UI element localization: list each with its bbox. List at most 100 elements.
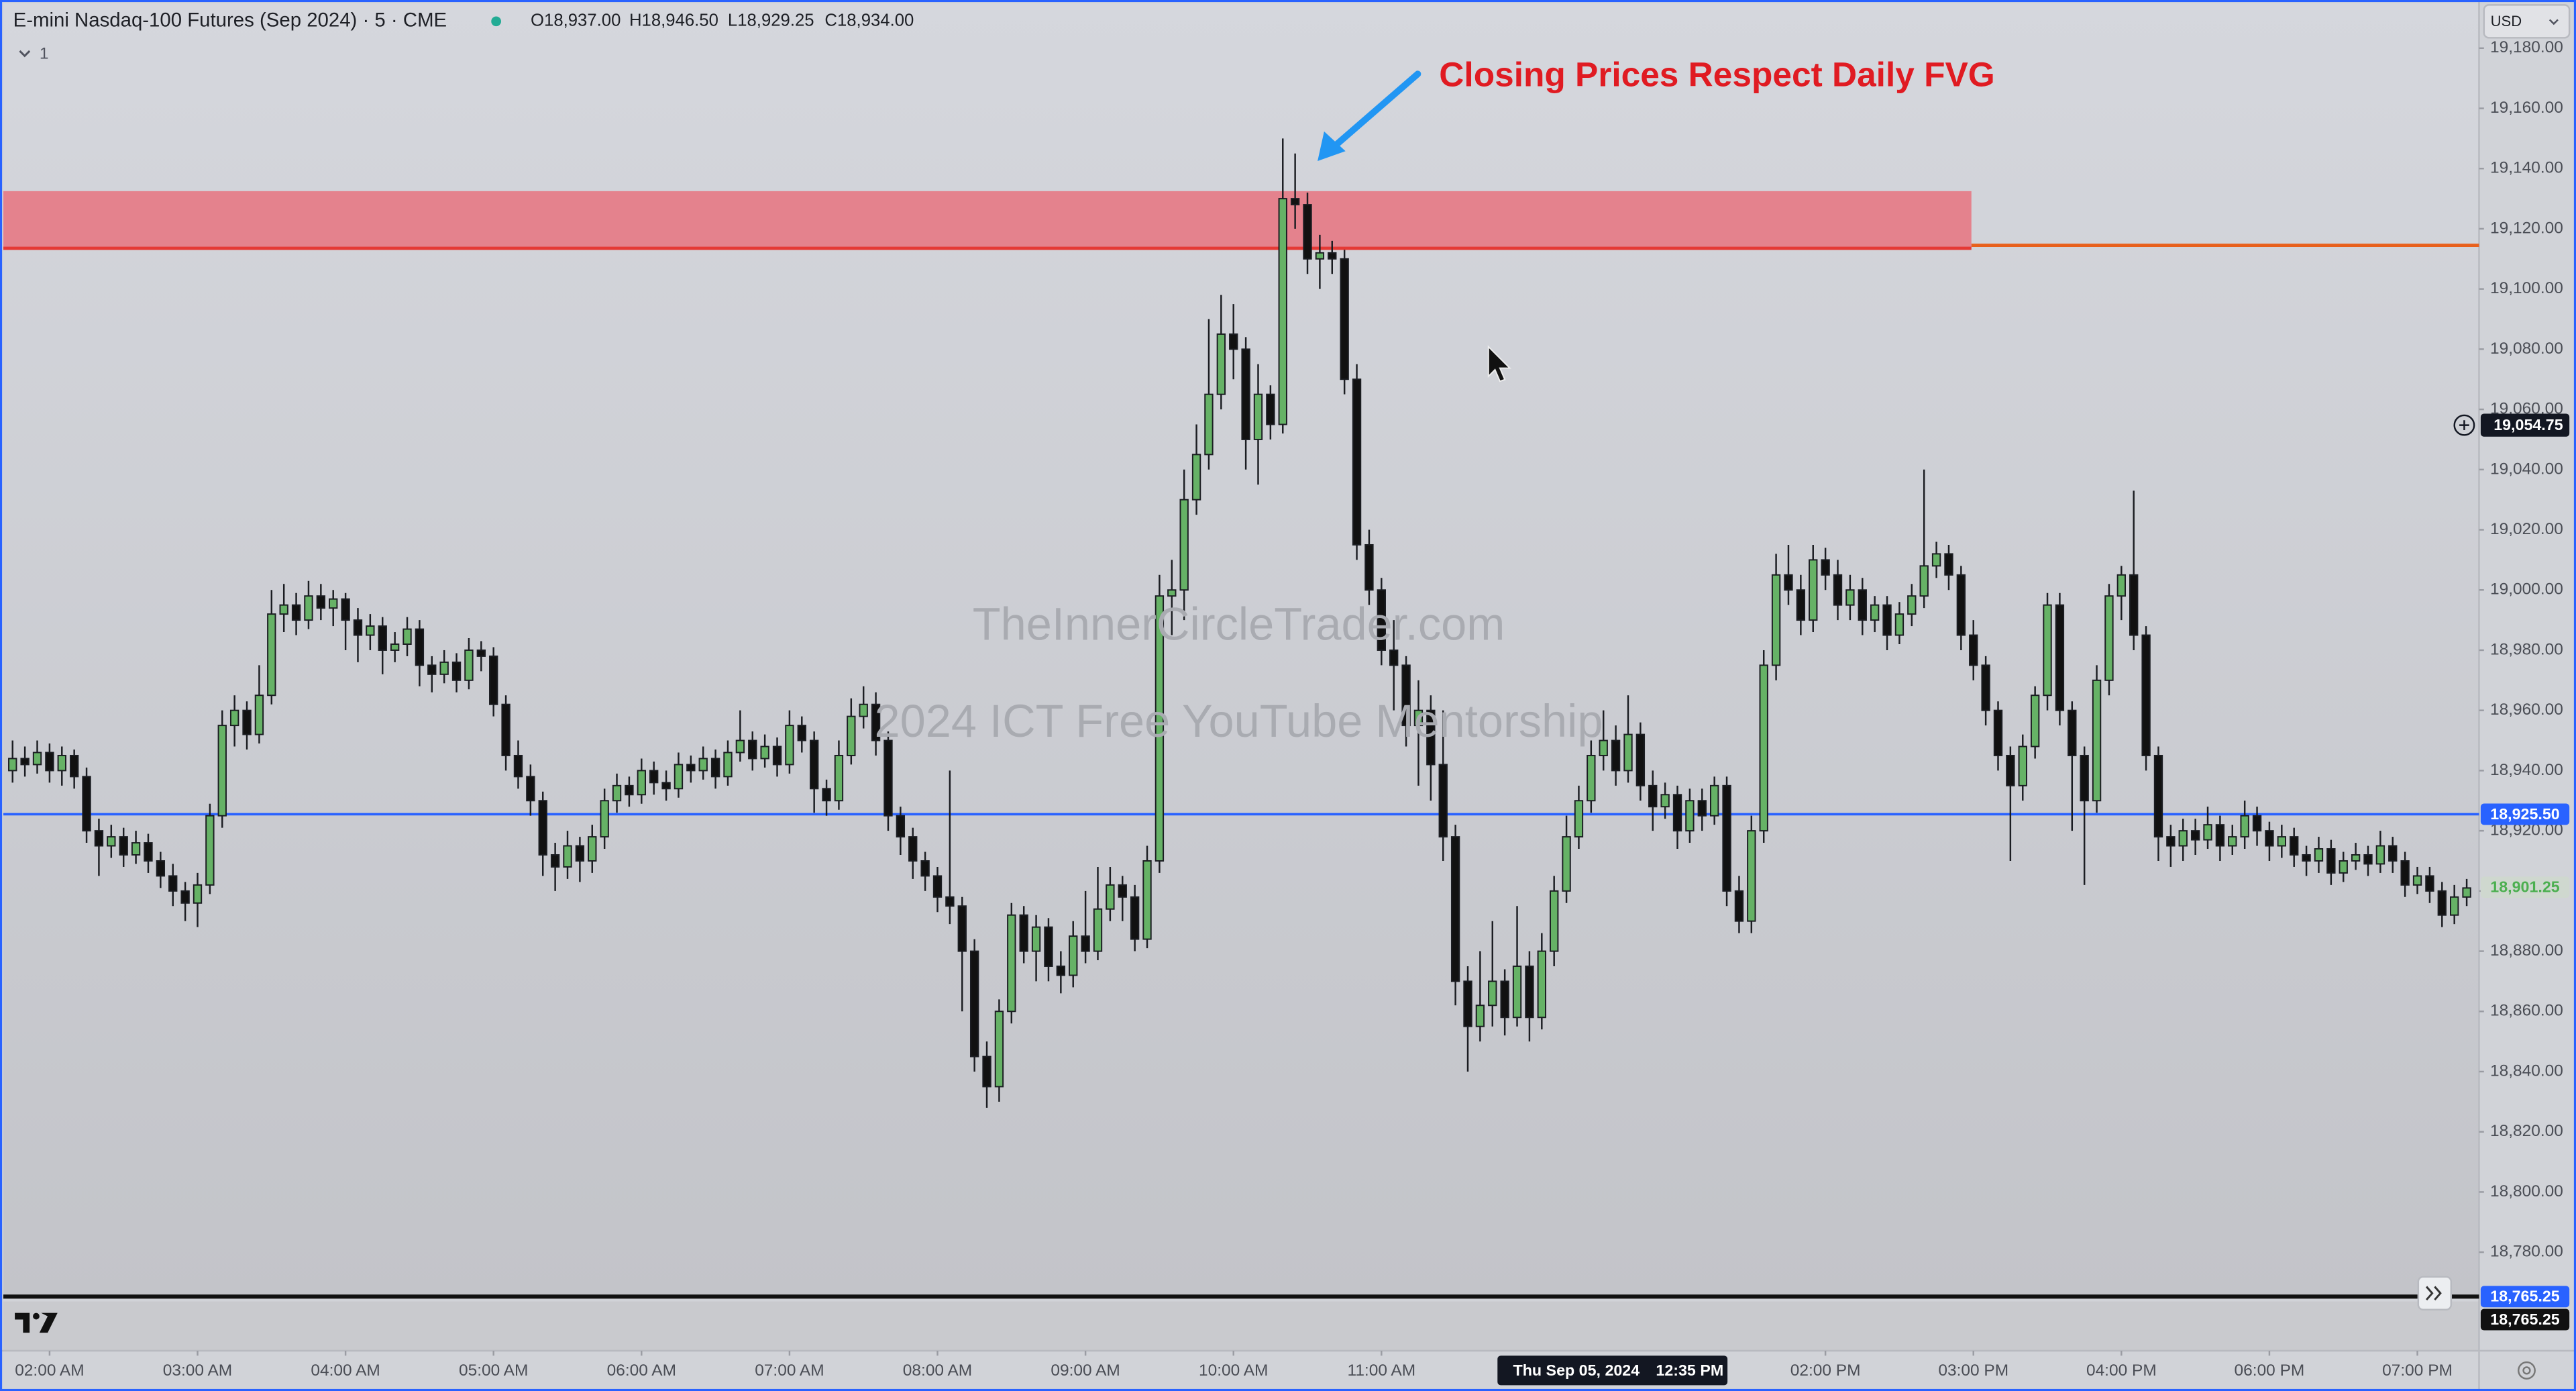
candle-body: [612, 784, 622, 802]
price-label-box: [2480, 1308, 2570, 1331]
candle-body: [291, 604, 301, 621]
ohlc-close: C18,934.00: [824, 11, 914, 30]
scroll-right-icon[interactable]: [2425, 1286, 2442, 1301]
candle-body: [476, 649, 486, 657]
candle-body: [2252, 815, 2262, 832]
candle-body: [1993, 709, 2003, 756]
crosshair-plus-sign: [2459, 420, 2469, 430]
candle-body: [1709, 784, 1719, 817]
candle-body: [1328, 252, 1337, 260]
settings-icon[interactable]: [2518, 1361, 2536, 1380]
candle-body: [2277, 836, 2286, 847]
candle-body: [969, 950, 979, 1058]
candle-body: [341, 598, 350, 621]
y-tick-label: 18,780.00: [2490, 1243, 2563, 1261]
candle-body: [920, 860, 930, 877]
candle-body: [698, 758, 708, 772]
settings-icon-center[interactable]: [2522, 1366, 2531, 1375]
candle-body: [1253, 393, 1263, 440]
candle-body: [1413, 709, 1424, 727]
grid: [48, 47, 2484, 1356]
symbol-title: E-mini Nasdaq-100 Futures (Sep 2024) · 5…: [13, 9, 447, 32]
candle-body: [2437, 890, 2447, 916]
candle-body: [119, 836, 128, 856]
candle-body: [1377, 589, 1386, 651]
candle-body: [1266, 393, 1275, 425]
candle-body: [439, 661, 449, 675]
y-tick-label: 18,960.00: [2490, 701, 2563, 719]
candle-body: [2351, 854, 2361, 862]
candle-body: [1044, 926, 1053, 967]
candle-body: [723, 752, 733, 778]
candle-body: [1216, 333, 1226, 395]
x-tick-label: 03:00 PM: [1938, 1361, 2008, 1380]
candle-body: [1056, 966, 1066, 976]
candle-body: [1894, 613, 1904, 636]
candle-body: [451, 661, 462, 681]
candle-body: [1821, 559, 1830, 576]
candle-body: [1672, 794, 1682, 832]
collapse-icon[interactable]: [19, 50, 31, 58]
candle-body: [538, 800, 547, 856]
candle-body: [1623, 733, 1633, 772]
candle-body: [1500, 980, 1509, 1019]
candle-body: [353, 619, 363, 636]
candle-body: [2030, 694, 2040, 748]
candle-body: [2425, 875, 2434, 892]
crosshair-time: 12:35 PM: [1656, 1361, 1723, 1379]
indicator-count[interactable]: 1: [40, 44, 49, 62]
candle-body: [1734, 890, 1744, 922]
currency-button[interactable]: [2483, 4, 2571, 39]
x-tick-label: 09:00 AM: [1051, 1361, 1120, 1380]
candle-body: [896, 815, 906, 838]
x-tick-label: 04:00 AM: [311, 1361, 380, 1380]
price-label: 18,765.25: [2490, 1310, 2560, 1328]
crosshair-date: Thu Sep 05, 2024: [1513, 1361, 1640, 1379]
price-label: 18,765.25: [2490, 1288, 2560, 1305]
scroll-right-button[interactable]: [2417, 1276, 2453, 1311]
candle-body: [1389, 649, 1399, 666]
candle-body: [2141, 634, 2151, 756]
price-label-box: [2480, 1286, 2570, 1308]
candle-body: [366, 625, 375, 636]
candle-body: [1981, 664, 1990, 711]
y-tick-label: 19,180.00: [2490, 38, 2563, 56]
candle-body: [156, 860, 166, 877]
candle-body: [94, 830, 104, 847]
candle-body: [2043, 604, 2052, 697]
candle-body: [1648, 784, 1658, 808]
fvg-zone: [3, 191, 1972, 249]
y-tick-label: 19,020.00: [2490, 520, 2563, 538]
currency-caret[interactable]: [2548, 19, 2559, 25]
candle-body: [637, 770, 646, 796]
candle-body: [2104, 595, 2114, 681]
candle-body: [1599, 739, 1608, 756]
candle-body: [1870, 604, 1880, 621]
currency-label[interactable]: USD: [2491, 13, 2522, 30]
candle-body: [661, 782, 671, 790]
candle-body: [489, 655, 498, 705]
x-tick-label: 11:00 AM: [1348, 1361, 1416, 1380]
candle-body: [32, 752, 42, 766]
candle-body: [1845, 589, 1855, 606]
candle-body: [1155, 595, 1165, 862]
y-tick-label: 18,860.00: [2490, 1002, 2563, 1020]
candle-body: [217, 725, 227, 817]
candle-body: [649, 770, 659, 784]
candle-body: [822, 788, 831, 802]
candle-body: [205, 815, 215, 886]
candle-body: [1118, 884, 1127, 898]
x-tick-label: 07:00 PM: [2382, 1361, 2453, 1380]
candle-body: [1069, 935, 1078, 976]
candle-body: [1759, 664, 1768, 832]
candle-body: [625, 784, 634, 796]
candle-body: [316, 595, 326, 609]
candle-body: [1537, 950, 1546, 1019]
candle-body: [378, 625, 387, 651]
candle-body: [1315, 252, 1325, 260]
candle-body: [1290, 198, 1300, 206]
logo-part: [15, 1312, 30, 1333]
candle-body: [588, 836, 597, 862]
candle-body: [2203, 824, 2212, 841]
candle-body: [550, 854, 560, 868]
